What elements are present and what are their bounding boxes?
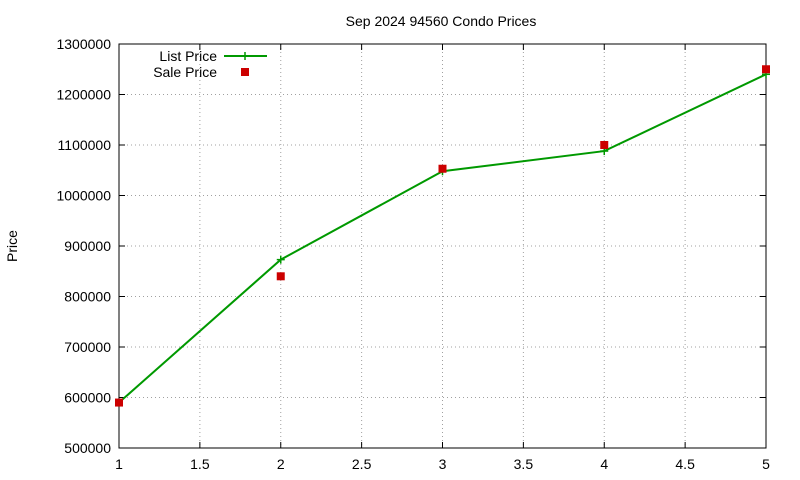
x-tick-label: 4.5 <box>675 456 695 472</box>
series-layer <box>115 65 770 407</box>
legend-label: Sale Price <box>153 64 217 80</box>
x-tick-label: 2.5 <box>352 456 372 472</box>
y-tick-label: 1300000 <box>56 36 111 52</box>
legend-label: List Price <box>159 48 217 64</box>
x-tick-label: 3 <box>439 456 447 472</box>
data-point <box>115 398 123 407</box>
x-tick-label: 2 <box>277 456 285 472</box>
x-tick-label: 1 <box>115 456 123 472</box>
y-tick-label: 1000000 <box>56 188 111 204</box>
data-point <box>762 65 770 74</box>
y-tick-label: 800000 <box>64 289 111 305</box>
y-tick-label: 500000 <box>64 440 111 456</box>
series-line <box>118 73 767 404</box>
grid <box>119 44 766 448</box>
y-tick-label: 1200000 <box>56 87 111 103</box>
y-tick-label: 700000 <box>64 339 111 355</box>
legend-marker <box>241 52 249 60</box>
y-tick-label: 600000 <box>64 390 111 406</box>
data-point <box>276 255 285 264</box>
plot-frame <box>118 43 767 449</box>
data-point <box>600 141 609 149</box>
x-tick-label: 1.5 <box>190 456 210 472</box>
x-tick-label: 5 <box>762 456 770 472</box>
y-axis-label: Price <box>4 230 20 262</box>
axes: 1 1.5 2 2.5 3 3.5 4 4.5 5 500000 600000 700000 80000… <box>56 36 770 472</box>
y-tick-label: 900000 <box>64 238 111 254</box>
chart-title: Sep 2024 94560 Condo Prices <box>346 13 537 29</box>
legend-marker <box>241 68 249 76</box>
y-tick-label: 1100000 <box>58 137 112 153</box>
x-tick-label: 4 <box>600 456 608 472</box>
data-point <box>276 272 285 281</box>
data-point <box>438 164 447 173</box>
series-sale-price <box>115 65 770 407</box>
x-tick-label: 3.5 <box>514 456 534 472</box>
